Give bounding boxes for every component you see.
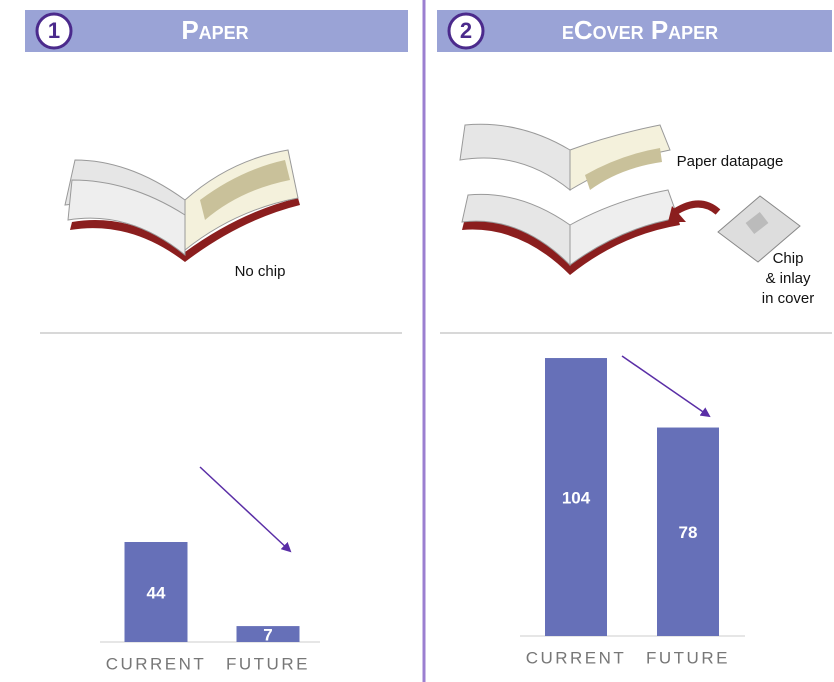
annotation: Chip bbox=[773, 250, 804, 267]
annotation: Paper datapage bbox=[677, 153, 784, 170]
value-label: 104 bbox=[562, 489, 591, 508]
panel-title: Paper bbox=[181, 15, 248, 45]
page: 1 Paper No chip 44 CURRENT 7 FUTURE 2 eCover Pap… bbox=[0, 0, 834, 682]
panel-number: 2 bbox=[460, 18, 472, 43]
value-label: 7 bbox=[263, 626, 272, 645]
x-tick-label: CURRENT bbox=[526, 648, 627, 667]
annotation: No chip bbox=[235, 263, 286, 280]
annotation: in cover bbox=[762, 290, 815, 307]
passport-illustration bbox=[460, 124, 800, 275]
trend-arrow bbox=[200, 467, 290, 551]
panel-title: eCover Paper bbox=[562, 15, 718, 45]
x-tick-label: CURRENT bbox=[106, 654, 207, 673]
x-tick-label: FUTURE bbox=[226, 654, 310, 673]
value-label: 44 bbox=[147, 583, 166, 602]
panel-number: 1 bbox=[48, 18, 60, 43]
x-tick-label: FUTURE bbox=[646, 648, 730, 667]
passport-illustration bbox=[65, 150, 300, 262]
value-label: 78 bbox=[679, 523, 698, 542]
trend-arrow bbox=[622, 356, 709, 416]
annotation: & inlay bbox=[765, 270, 811, 287]
